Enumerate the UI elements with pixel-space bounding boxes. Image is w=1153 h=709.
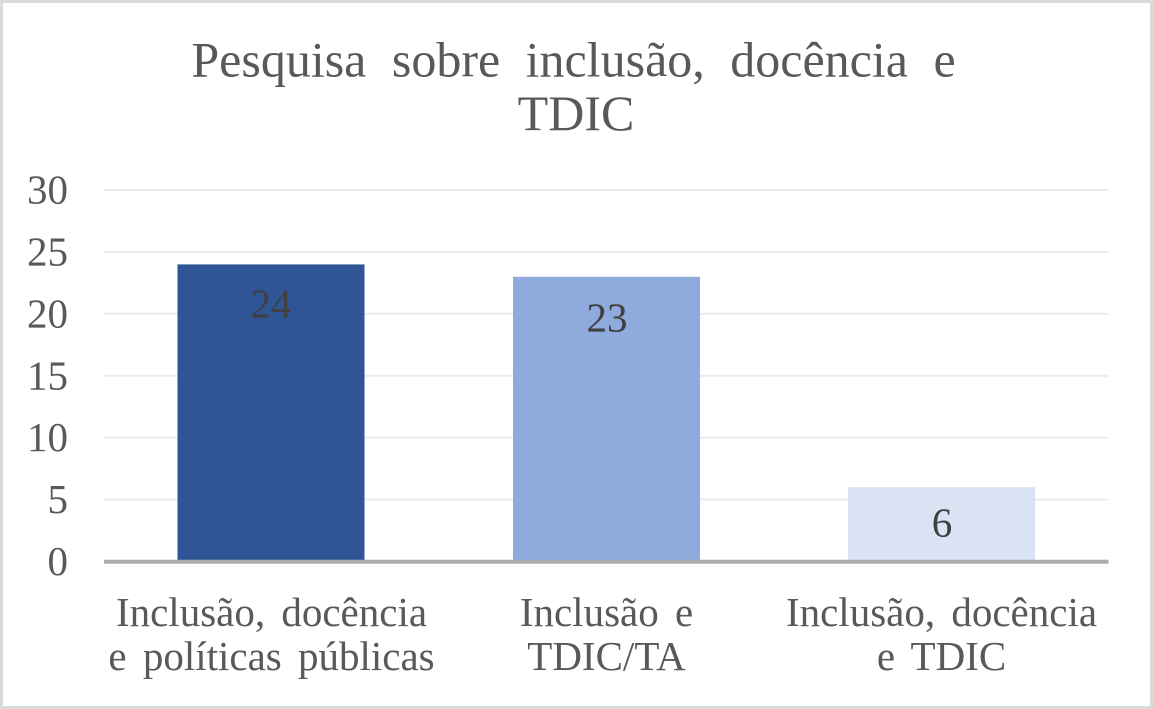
- svg-text:e políticas públicas: e políticas públicas: [108, 633, 434, 679]
- svg-text:Pesquisa sobre inclusão, docên: Pesquisa sobre inclusão, docência e: [191, 32, 955, 88]
- svg-text:23: 23: [587, 295, 628, 341]
- svg-text:5: 5: [48, 476, 69, 522]
- svg-text:20: 20: [27, 290, 68, 336]
- svg-text:0: 0: [48, 538, 69, 584]
- svg-text:TDIC: TDIC: [518, 85, 635, 141]
- svg-text:15: 15: [27, 352, 68, 398]
- svg-text:e TDIC: e TDIC: [877, 633, 1006, 679]
- svg-text:Inclusão, docência: Inclusão, docência: [116, 589, 427, 635]
- svg-text:25: 25: [27, 229, 68, 275]
- svg-text:10: 10: [27, 414, 68, 460]
- svg-text:TDIC/TA: TDIC/TA: [527, 633, 686, 679]
- svg-text:30: 30: [27, 167, 68, 213]
- svg-text:Inclusão e: Inclusão e: [520, 589, 693, 635]
- svg-text:Inclusão, docência: Inclusão, docência: [786, 589, 1097, 635]
- svg-text:24: 24: [251, 281, 292, 327]
- svg-text:6: 6: [932, 500, 953, 546]
